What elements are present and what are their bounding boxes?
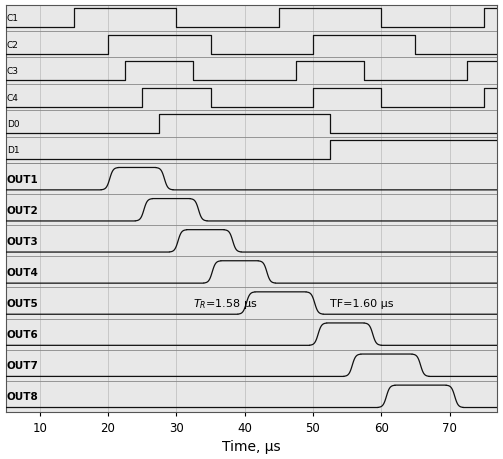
Text: OUT8: OUT8 (7, 392, 39, 402)
Text: OUT6: OUT6 (7, 330, 39, 339)
Text: C4: C4 (7, 93, 19, 102)
Text: D0: D0 (7, 120, 20, 129)
Text: OUT2: OUT2 (7, 205, 39, 215)
Text: C1: C1 (7, 14, 19, 23)
Text: OUT7: OUT7 (7, 360, 39, 370)
Text: D1: D1 (7, 146, 20, 155)
Text: C3: C3 (7, 67, 19, 76)
Text: OUT1: OUT1 (7, 174, 39, 184)
Text: TF=1.60 μs: TF=1.60 μs (330, 298, 393, 308)
Text: OUT4: OUT4 (7, 267, 39, 277)
Text: C2: C2 (7, 40, 19, 50)
Text: $T_R$=1.58 μs: $T_R$=1.58 μs (194, 297, 258, 310)
Text: OUT3: OUT3 (7, 236, 39, 246)
Text: OUT5: OUT5 (7, 298, 39, 308)
X-axis label: Time, μs: Time, μs (222, 439, 281, 453)
